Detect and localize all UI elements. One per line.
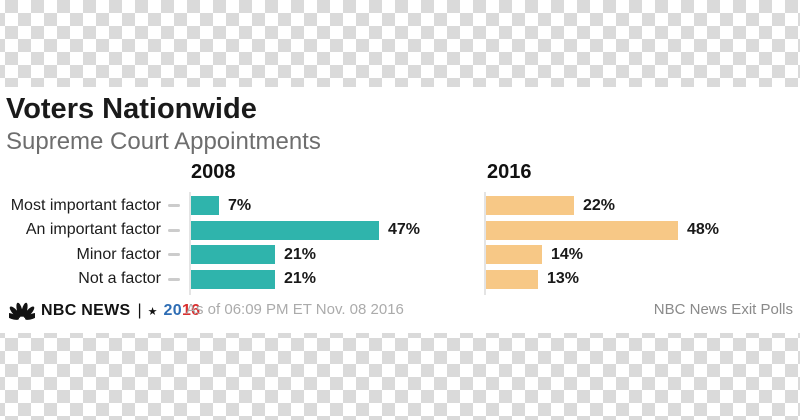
bar-value-label: 14% [551, 245, 584, 263]
bar-2008-2 [191, 245, 275, 265]
bar-value-label: 21% [284, 245, 317, 263]
category-label: Minor factor [76, 245, 161, 263]
brand-separator: | [137, 302, 142, 319]
tick-dash [168, 228, 180, 232]
tick-dash [168, 253, 180, 257]
category-row: Not a factor [0, 270, 180, 289]
tick-dash [168, 204, 180, 207]
bar-2008-0 [191, 196, 219, 215]
chart-header-2016: 2016 [487, 161, 532, 183]
brand-name: NBC NEWS [41, 302, 131, 319]
category-row: Minor factor [0, 245, 180, 264]
bar-row: 21% [191, 269, 420, 289]
brand-lockup: NBC NEWS | ★ 2016 [9, 299, 200, 323]
bar-2008-1 [191, 220, 379, 240]
axis-line-2008 [189, 192, 191, 295]
bar-2016-3 [486, 269, 538, 289]
bar-value-label: 21% [284, 270, 317, 288]
bar-value-label: 48% [687, 221, 720, 239]
bar-value-label: 7% [228, 196, 252, 214]
nbc-peacock-icon [9, 301, 35, 321]
star-icon: ★ [147, 306, 158, 318]
infographic-panel: Voters Nationwide Supreme Court Appointm… [0, 87, 800, 333]
footer: NBC NEWS | ★ 2016 As of 06:09 PM ET Nov.… [0, 299, 800, 323]
brand-year-20: 20 [163, 302, 182, 319]
bar-row: 48% [486, 220, 720, 240]
axis-line-2016 [484, 192, 486, 295]
brand-year-16: 16 [181, 302, 201, 319]
bar-2008-3 [191, 269, 275, 289]
bar-value-label: 47% [388, 221, 421, 239]
bar-row: 13% [486, 269, 719, 289]
bar-value-label: 13% [547, 270, 580, 288]
bar-2016-2 [486, 245, 542, 265]
bar-row: 7% [191, 196, 420, 215]
source-credit: NBC News Exit Polls [653, 301, 793, 318]
bar-row: 47% [191, 220, 421, 240]
bar-group-2016: 22% 48% 14% 13% [486, 196, 719, 289]
category-label: Not a factor [78, 270, 161, 288]
page-title: Voters Nationwide [6, 93, 257, 125]
page-subtitle: Supreme Court Appointments [6, 128, 321, 155]
category-label: An important factor [25, 221, 161, 239]
bar-2016-1 [486, 220, 678, 240]
chart-header-2008: 2008 [191, 161, 236, 183]
tick-dash [168, 277, 180, 281]
bar-value-label: 22% [583, 196, 616, 214]
as-of-timestamp: As of 06:09 PM ET Nov. 08 2016 [186, 301, 404, 318]
category-row: An important factor [0, 221, 180, 240]
bar-group-2008: 7% 47% 21% 21% [191, 196, 420, 289]
category-labels: Most important factor An important factor… [0, 196, 180, 289]
category-row: Most important factor [0, 196, 180, 215]
bar-row: 21% [191, 245, 420, 265]
bar-row: 22% [486, 196, 719, 215]
brand-year: 2016 [164, 302, 201, 320]
category-label: Most important factor [10, 196, 161, 214]
bar-2016-0 [486, 196, 574, 215]
bar-row: 14% [486, 245, 719, 265]
